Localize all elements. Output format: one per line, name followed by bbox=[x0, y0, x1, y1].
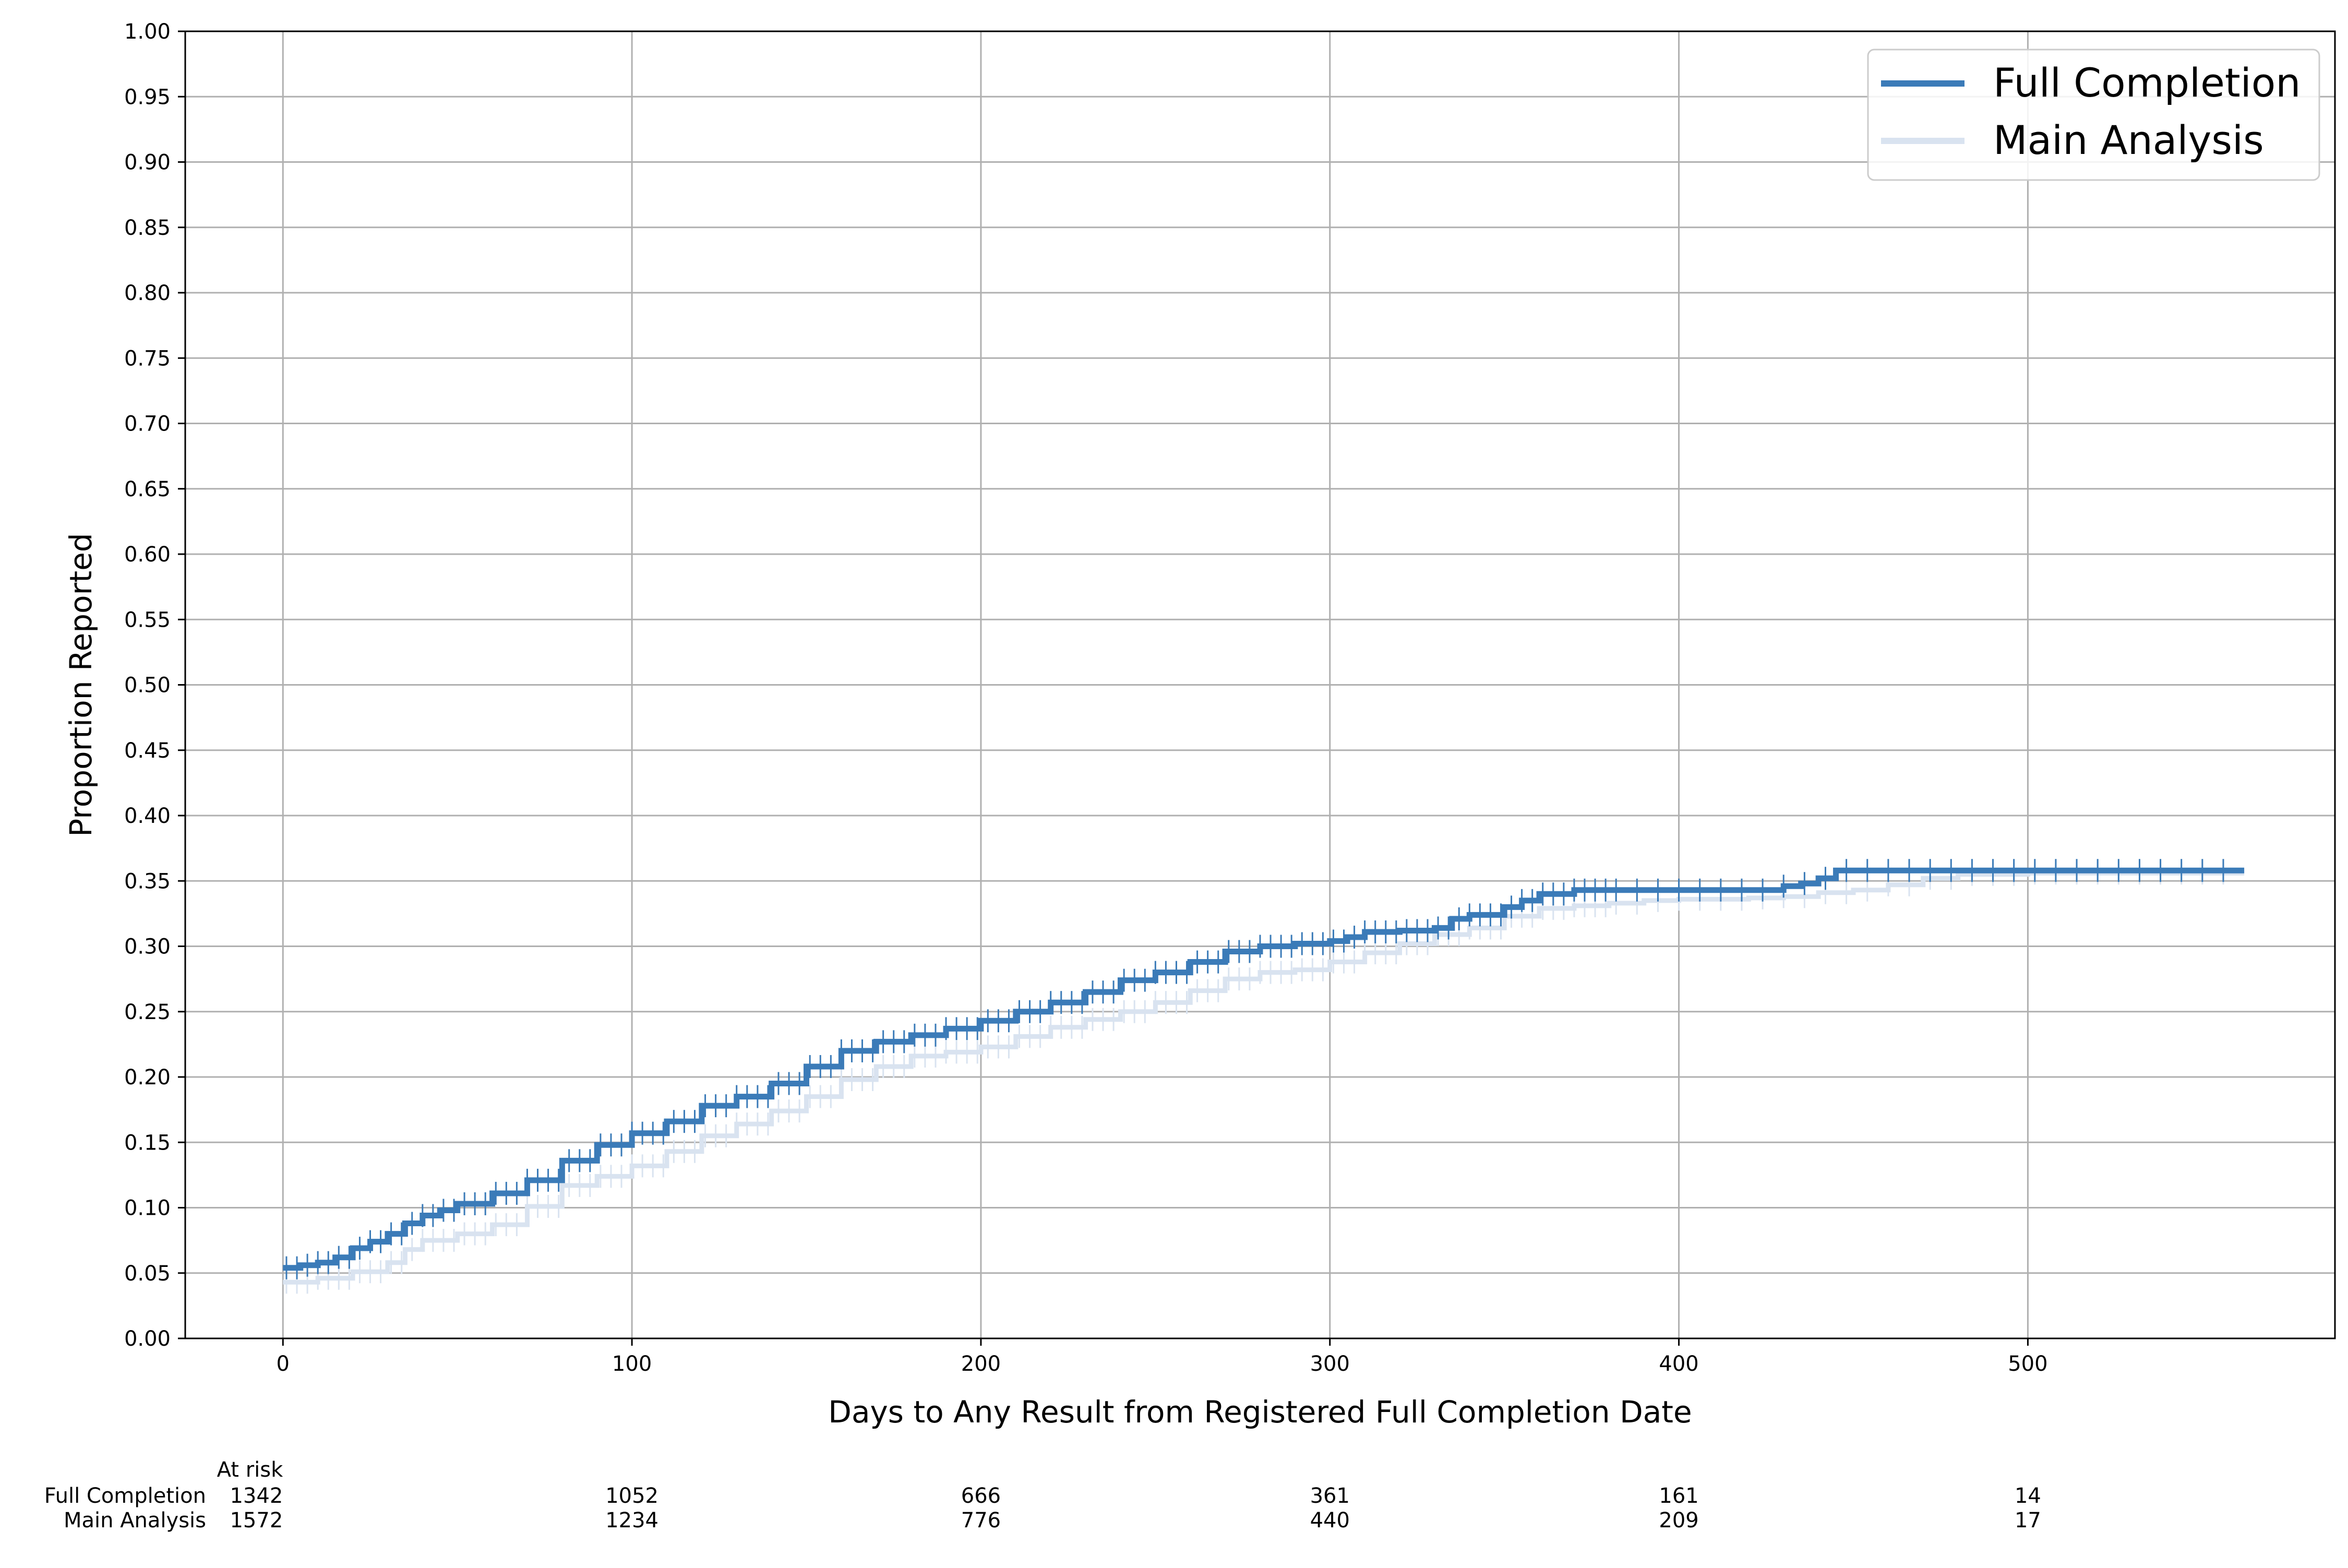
at-risk-value: 361 bbox=[1310, 1484, 1350, 1508]
y-tick-label: 0.15 bbox=[124, 1131, 171, 1155]
y-tick-label: 0.45 bbox=[124, 739, 171, 763]
at-risk-value: 161 bbox=[1659, 1484, 1698, 1508]
y-tick-label: 0.70 bbox=[124, 412, 171, 436]
x-tick-label: 100 bbox=[612, 1352, 652, 1376]
at-risk-value: 440 bbox=[1310, 1509, 1350, 1533]
series-layer bbox=[283, 859, 2245, 1294]
y-tick-label: 0.10 bbox=[124, 1196, 171, 1220]
x-tick-label: 0 bbox=[277, 1352, 290, 1376]
axes-layer: 0.00 0.05 0.10 0.15 0.20 0.25 0.30 0.35 0.40 0.45… bbox=[63, 20, 2336, 1430]
y-tick-label: 0.65 bbox=[124, 477, 171, 501]
at-risk-value: 17 bbox=[2015, 1509, 2041, 1533]
y-tick-label: 0.90 bbox=[124, 151, 171, 175]
y-tick-label: 0.35 bbox=[124, 869, 171, 893]
legend-label: Main Analysis bbox=[1993, 117, 2264, 163]
y-tick-label: 0.25 bbox=[124, 1000, 171, 1024]
y-tick-label: 0.55 bbox=[124, 608, 171, 632]
y-tick-label: 1.00 bbox=[124, 20, 171, 44]
at-risk-value: 1052 bbox=[605, 1484, 658, 1508]
legend-label: Full Completion bbox=[1993, 59, 2301, 106]
legend-box bbox=[1867, 49, 2320, 181]
y-tick-label: 0.20 bbox=[124, 1066, 171, 1090]
at-risk-title: At risk bbox=[217, 1458, 283, 1482]
at-risk-value: 776 bbox=[961, 1509, 1001, 1533]
y-tick-label: 0.95 bbox=[124, 85, 171, 109]
y-tick-label: 0.05 bbox=[124, 1262, 171, 1286]
x-axis-label: Days to Any Result from Registered Full … bbox=[828, 1394, 1692, 1430]
y-tick-label: 0.40 bbox=[124, 804, 171, 828]
y-tick-label: 0.00 bbox=[124, 1327, 171, 1351]
x-tick-label: 200 bbox=[961, 1352, 1001, 1376]
series-full-completion bbox=[283, 859, 2245, 1279]
at-risk-value: 1234 bbox=[605, 1509, 658, 1533]
x-tick-label: 500 bbox=[2008, 1352, 2047, 1376]
y-tick-label: 0.50 bbox=[124, 674, 171, 698]
at-risk-value: 14 bbox=[2015, 1484, 2041, 1508]
grid-layer bbox=[185, 30, 2335, 1339]
y-tick-label: 0.30 bbox=[124, 935, 171, 959]
y-tick-label: 0.60 bbox=[124, 543, 171, 567]
legend: Full Completion Main Analysis bbox=[1867, 49, 2320, 181]
y-tick-label: 0.85 bbox=[124, 216, 171, 240]
y-tick-label: 0.75 bbox=[124, 346, 171, 370]
x-tick-label: 400 bbox=[1659, 1352, 1698, 1376]
at-risk-value: 666 bbox=[961, 1484, 1001, 1508]
at-risk-value: 1342 bbox=[230, 1484, 283, 1508]
y-axis-label: Proportion Reported bbox=[63, 533, 99, 836]
at-risk-row-label: Full Completion bbox=[44, 1484, 206, 1508]
x-tick-label: 300 bbox=[1310, 1352, 1350, 1376]
at-risk-row-label: Main Analysis bbox=[64, 1509, 206, 1533]
at-risk-table: At risk Full Completion 1342 1052 666 361 161 1… bbox=[44, 1458, 2041, 1533]
at-risk-value: 209 bbox=[1659, 1509, 1698, 1533]
y-tick-label: 0.80 bbox=[124, 281, 171, 305]
at-risk-value: 1572 bbox=[230, 1509, 283, 1533]
